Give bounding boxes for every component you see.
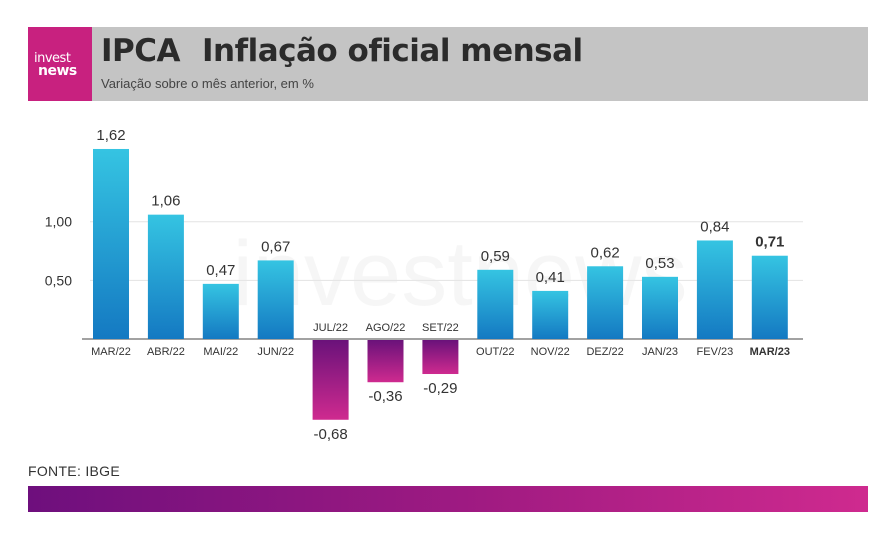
x-tick-label: NOV/22 bbox=[531, 346, 570, 358]
x-tick-label: MAR/22 bbox=[91, 346, 131, 358]
bar-set-22 bbox=[422, 340, 459, 375]
x-tick-label: JUL/22 bbox=[313, 322, 348, 334]
data-label: 0,59 bbox=[481, 248, 510, 265]
data-label: 0,84 bbox=[700, 218, 729, 235]
data-label: 0,47 bbox=[206, 262, 235, 279]
header: invest news IPCA Inflação oficial mensal … bbox=[28, 27, 868, 101]
bar-mar-22 bbox=[93, 148, 129, 339]
bottom-gradient-bar bbox=[28, 486, 868, 512]
chart-title: IPCA Inflação oficial mensal bbox=[101, 33, 583, 69]
data-label: 0,71 bbox=[755, 234, 784, 251]
y-tick-label: 1,00 bbox=[45, 214, 72, 230]
data-label: -0,68 bbox=[313, 426, 347, 443]
data-label: -0,29 bbox=[423, 380, 457, 397]
data-label: 1,62 bbox=[96, 127, 125, 144]
x-tick-label: OUT/22 bbox=[476, 346, 515, 358]
data-label: 1,06 bbox=[151, 193, 180, 210]
data-label: 0,53 bbox=[645, 255, 674, 272]
chart-title-rest: Inflação oficial mensal bbox=[202, 33, 583, 69]
x-tick-label: MAI/22 bbox=[203, 346, 238, 358]
bar-mai-22 bbox=[202, 283, 239, 339]
x-tick-label: ABR/22 bbox=[147, 346, 185, 358]
logo-text-top: invest bbox=[34, 51, 71, 66]
source-note: FONTE: IBGE bbox=[28, 463, 120, 479]
data-label: 0,67 bbox=[261, 238, 290, 255]
x-tick-label: SET/22 bbox=[422, 322, 459, 334]
bar-abr-22 bbox=[147, 214, 184, 339]
data-label: -0,36 bbox=[368, 388, 402, 405]
bar-ago-22 bbox=[367, 340, 404, 383]
investnews-logo: invest news bbox=[28, 27, 92, 101]
bar-jul-22 bbox=[312, 340, 349, 420]
x-tick-label: MAR/23 bbox=[750, 346, 790, 358]
bar-mar-23 bbox=[751, 255, 788, 339]
bar-dez-22 bbox=[587, 266, 624, 339]
bar-jun-22 bbox=[257, 260, 294, 339]
bar-nov-22 bbox=[532, 290, 569, 339]
data-label: 0,62 bbox=[590, 244, 619, 261]
data-label: 0,41 bbox=[536, 269, 565, 286]
bar-jan-23 bbox=[642, 276, 678, 339]
chart-subtitle: Variação sobre o mês anterior, em % bbox=[101, 76, 314, 91]
x-tick-label: JUN/22 bbox=[257, 346, 294, 358]
bar-fev-23 bbox=[696, 240, 733, 339]
bar-out-22 bbox=[477, 269, 514, 339]
x-tick-label: JAN/23 bbox=[642, 346, 678, 358]
logo-text-bottom: news bbox=[38, 63, 77, 79]
x-tick-label: FEV/23 bbox=[697, 346, 734, 358]
chart-title-main: IPCA bbox=[101, 33, 181, 69]
y-tick-label: 0,50 bbox=[45, 272, 72, 288]
x-tick-label: AGO/22 bbox=[366, 322, 406, 334]
x-tick-label: DEZ/22 bbox=[586, 346, 623, 358]
